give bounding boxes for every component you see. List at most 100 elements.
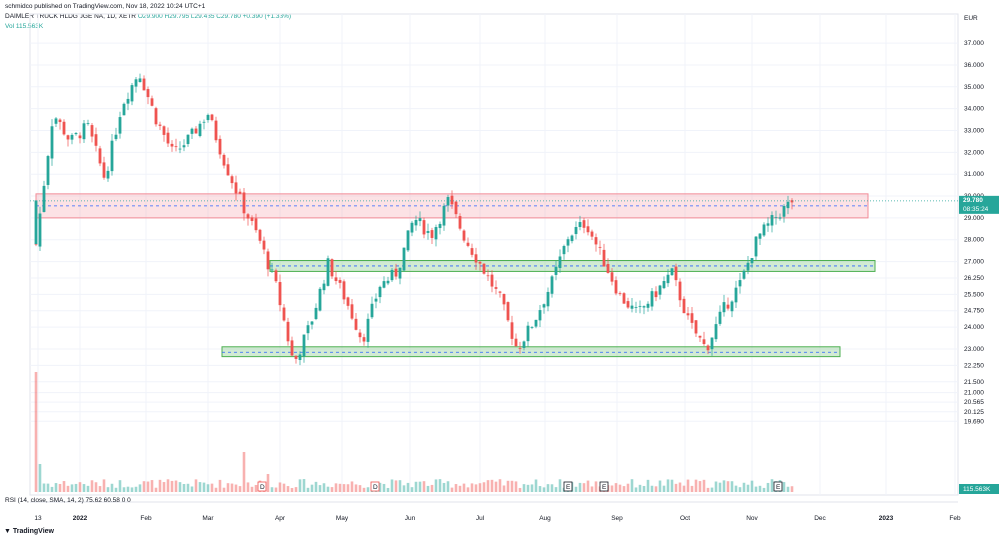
candle-body [754,236,758,257]
candle-body [638,305,642,307]
candle-body [494,287,498,289]
volume-bar [446,481,450,492]
price-tick-label: 19.690 [964,418,984,425]
volume-bar [694,479,698,492]
candle-body [722,302,726,313]
candle-body [474,254,478,263]
candle-body [650,291,654,307]
volume-bar [74,483,78,492]
candle-body [50,126,54,159]
volume-bar [338,483,342,492]
time-tick-label: 2023 [879,515,894,522]
candle-body [450,195,454,205]
volume-bar [582,483,586,492]
volume-bar [298,479,302,492]
time-tick-label: Aug [539,515,551,522]
volume-bar [502,485,506,492]
candle-body [418,218,422,222]
candle-body [626,301,630,308]
chart-frame [29,13,959,496]
candle-body [206,114,210,121]
tradingview-logo-icon: ▼ [4,528,13,535]
candle-body [230,176,234,184]
candle-body [566,239,570,246]
candle-body [254,218,258,231]
volume-bar [118,480,122,492]
candle-body [374,298,378,302]
candle-body [298,354,302,361]
event-marker-icon [257,481,267,492]
price-zone [221,346,841,358]
candle-body [606,264,610,273]
volume-bar [610,485,614,492]
volume-bar [326,486,330,492]
candle-body [210,114,214,121]
candle-body [486,275,490,277]
volume-bar [166,479,170,492]
candle-body [406,230,410,251]
candle-body [582,220,586,228]
volume-bar [678,482,682,492]
volume-bar [294,487,298,492]
candle-body [138,78,142,83]
price-tick-label: 31.000 [964,171,984,178]
candle-body [614,280,618,294]
candle-body [678,281,682,301]
volume-bar [554,487,558,492]
time-tick-label: Dec [814,515,826,522]
candle-body [610,272,614,282]
time-tick-label: 13 [34,515,42,522]
volume-bar [90,480,94,492]
candle-body [78,135,82,139]
candle-body [162,126,166,135]
tradingview-footer[interactable]: ▼ TradingView [4,528,54,535]
candle-body [642,306,646,308]
candle-body [34,243,38,245]
volume-bar [630,479,634,492]
candle-body [58,119,62,123]
volume-bar [642,485,646,492]
candle-body [666,274,670,284]
candle-body [62,121,66,135]
candle-body [302,334,306,357]
time-tick-label: Jul [476,515,485,522]
candle-body [158,124,162,126]
candle-body [238,191,242,194]
price-tick-label: 29.000 [964,215,984,222]
volume-bar [142,481,146,492]
candle-body [446,197,450,206]
candle-body [334,277,338,282]
volume-bar [34,372,38,492]
volume-bar [354,484,358,492]
volume-bar [186,483,190,492]
candle-body [762,224,766,236]
volume-bar [198,482,202,492]
volume-bar [526,484,530,492]
volume-bar [394,480,398,492]
volume-bar [274,487,278,492]
candle-body [422,220,426,235]
candle-body [470,248,474,255]
candle-body [382,281,386,288]
candle-body [166,132,170,144]
volume-bar [190,486,194,492]
volume-bar [686,479,690,492]
candle-body [690,313,694,323]
volume-bar [706,487,710,492]
price-tick-label: 24.000 [964,324,984,331]
candle-body [378,286,382,298]
volume-bar [418,481,422,492]
volume-bar [390,479,394,492]
candle-body [746,262,750,271]
volume-bar [330,487,334,492]
candle-body [730,301,734,312]
volume-bar [478,483,482,492]
volume-bar [346,484,350,492]
volume-bar [474,484,478,492]
ohlc-values: O29.900 H29.795 L29.435 C29.780 +0.390 (… [137,13,292,20]
volume-bar [150,480,154,492]
candle-body [282,307,286,321]
price-tick-label: 21.500 [964,379,984,386]
candle-body [154,108,158,125]
